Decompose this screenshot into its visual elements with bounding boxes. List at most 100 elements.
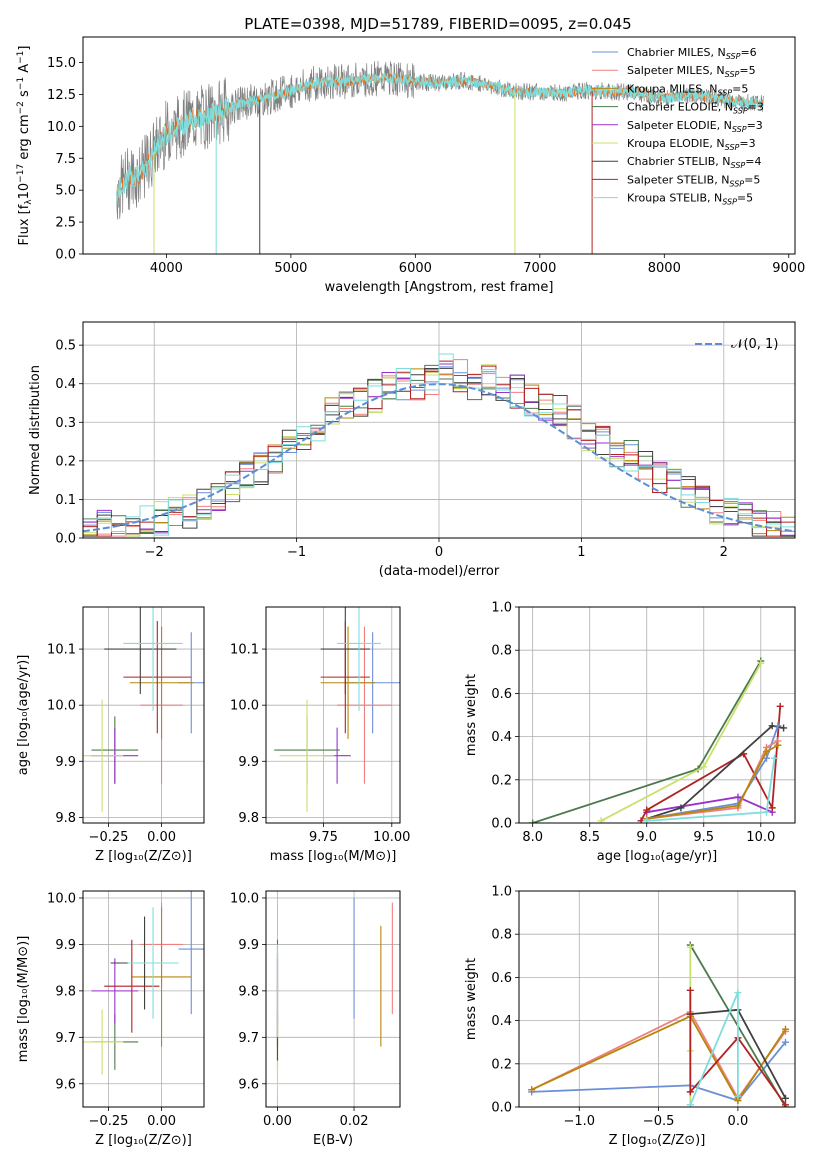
y-axis-label: Flux [fλ10−17 erg cm−2 s−1 A−1] xyxy=(16,46,34,246)
residual-histogram-panel: −2 −1 0 1 2 0.0 0.1 0.2 0.3 0.4 0.5 (data-model)/er… xyxy=(28,321,796,579)
y-tick-label: 10.0 xyxy=(47,699,76,714)
axes-frame xyxy=(82,606,205,824)
x-axis-label: mass [log₁₀(M/M⊙)] xyxy=(270,849,397,864)
mass-weight-marker xyxy=(780,724,788,732)
x-axis-label: wavelength [Angstrom, rest frame] xyxy=(325,280,554,295)
mass-weight-marker xyxy=(781,1094,789,1102)
x-tick-label: 4000 xyxy=(150,261,183,276)
y-tick-label: 0.6 xyxy=(491,971,512,986)
y-tick-label: 0.0 xyxy=(491,817,512,832)
x-tick-label: −1 xyxy=(287,545,306,560)
mass-weight-marker xyxy=(776,702,784,710)
mass-weight-marker xyxy=(770,754,778,762)
plot-area xyxy=(529,657,788,823)
y-tick-label: 1.0 xyxy=(491,885,512,900)
y-tick-label: 0.4 xyxy=(491,730,512,745)
y-tick-label: 9.6 xyxy=(238,1077,259,1092)
x-axis-label: Z [log₁₀(Z/Z⊙)] xyxy=(609,1133,706,1148)
mass-vs-metallicity-panel: −0.25 0.00 9.6 9.7 9.8 9.9 10.0 Z [log₁₀(Z/Z⊙)]… xyxy=(16,890,205,1148)
mass-weight-marker xyxy=(734,793,742,801)
mass-weight-marker xyxy=(597,817,605,823)
mass-weight-vs-age-panel: 8.0 8.5 9.0 9.5 10.0 0.0 0.2 0.4 0.6 0.8 1.0 age [l… xyxy=(464,601,796,864)
y-axis-label: age [log₁₀(age/yr)] xyxy=(16,655,31,776)
mass-weight-marker xyxy=(781,1025,789,1033)
y-tick-label: 9.8 xyxy=(55,984,76,999)
x-tick-label: 8.5 xyxy=(579,830,600,845)
y-tick-label: 0.4 xyxy=(55,377,76,392)
mass-weight-marker xyxy=(529,819,537,823)
mass-weight-marker xyxy=(768,804,776,812)
y-tick-label: 10.1 xyxy=(47,643,76,658)
legend-entry: Chabrier STELIB, NSSP=4 xyxy=(627,155,761,170)
legend-entry: Kroupa ELODIE, NSSP=3 xyxy=(627,137,756,152)
x-tick-label: 9.75 xyxy=(309,830,338,845)
mass-weight-marker xyxy=(686,943,694,951)
x-tick-label: 5000 xyxy=(274,261,307,276)
y-tick-label: 0.2 xyxy=(55,454,76,469)
mass-weight-marker xyxy=(686,1101,694,1107)
y-tick-label: 0.8 xyxy=(491,644,512,659)
legend-entry: Salpeter STELIB, NSSP=5 xyxy=(627,173,760,188)
mass-weight-line xyxy=(646,744,779,820)
y-tick-label: 0.0 xyxy=(55,532,76,547)
y-tick-label: 0.3 xyxy=(55,416,76,431)
y-tick-label: 0.5 xyxy=(55,339,76,354)
x-axis-label: (data-model)/error xyxy=(379,564,500,579)
legend-entry: Kroupa MILES, NSSP=5 xyxy=(627,82,748,97)
x-tick-label: 10.0 xyxy=(746,830,775,845)
y-tick-label: 10.0 xyxy=(47,891,76,906)
x-tick-label: −0.25 xyxy=(89,830,129,845)
mass-weight-vs-metallicity-panel: −1.0 −0.5 0.0 0.0 0.2 0.4 0.6 0.8 1.0 Z [log₁₀(Z/… xyxy=(464,885,796,1148)
y-tick-label: 10.0 xyxy=(230,699,259,714)
x-tick-label: 0.02 xyxy=(340,1114,369,1129)
y-tick-label: 2.5 xyxy=(55,216,76,231)
y-tick-label: 9.9 xyxy=(55,755,76,770)
y-tick-label: 0.1 xyxy=(55,493,76,508)
spectrum-panel: 4000 5000 6000 7000 8000 9000 0.0 2.5 5.0 7.5 10.0… xyxy=(16,36,805,295)
mass-weight-line xyxy=(646,725,779,820)
x-tick-label: 9000 xyxy=(772,261,805,276)
legend-entry: Salpeter MILES, NSSP=5 xyxy=(627,64,756,79)
x-tick-label: −2 xyxy=(145,545,164,560)
x-tick-label: −1.0 xyxy=(563,1114,595,1129)
normal-curve-line xyxy=(83,383,795,533)
x-axis-label: E(B-V) xyxy=(313,1133,353,1148)
y-tick-label: 9.8 xyxy=(55,811,76,826)
mass-weight-marker xyxy=(686,986,694,994)
plot-area xyxy=(274,607,400,812)
y-tick-label: 0.2 xyxy=(491,773,512,788)
x-tick-label: 8000 xyxy=(648,261,681,276)
legend-entry: 𝒩(0, 1) xyxy=(731,337,778,352)
histogram-step-line xyxy=(83,353,795,536)
x-tick-label: 0.0 xyxy=(728,1114,749,1129)
x-tick-label: 0.00 xyxy=(263,1114,292,1129)
y-tick-label: 9.8 xyxy=(238,811,259,826)
x-tick-label: 8.0 xyxy=(522,830,543,845)
y-tick-label: 10.1 xyxy=(230,643,259,658)
plot-area xyxy=(528,941,789,1107)
mass-weight-marker xyxy=(762,808,770,816)
x-axis-label: age [log₁₀(age/yr)] xyxy=(597,849,718,864)
mass-weight-marker xyxy=(734,1092,742,1100)
y-tick-label: 0.2 xyxy=(491,1057,512,1072)
mass-weight-marker xyxy=(700,763,708,771)
y-tick-label: 9.9 xyxy=(238,755,259,770)
axes-frame xyxy=(82,890,205,1108)
mass-weight-marker xyxy=(762,748,770,756)
axes-frame xyxy=(82,321,796,539)
y-tick-label: 0.6 xyxy=(491,687,512,702)
y-tick-label: 9.8 xyxy=(238,984,259,999)
age-vs-metallicity-panel: −0.25 0.00 9.8 9.9 10.0 10.1 Z [log₁₀(Z/Z⊙)] ag… xyxy=(16,606,205,864)
model-spectrum-line xyxy=(116,72,765,202)
axes-frame xyxy=(265,890,401,1108)
y-axis-label: mass weight xyxy=(464,958,479,1040)
plot-area xyxy=(83,353,795,537)
x-axis-label: Z [log₁₀(Z/Z⊙)] xyxy=(95,849,192,864)
y-tick-label: 5.0 xyxy=(55,184,76,199)
axes-frame xyxy=(82,36,796,255)
mass-weight-marker xyxy=(528,1086,536,1094)
x-tick-label: −0.5 xyxy=(643,1114,675,1129)
mass-weight-marker xyxy=(774,722,782,730)
y-tick-label: 15.0 xyxy=(47,56,76,71)
